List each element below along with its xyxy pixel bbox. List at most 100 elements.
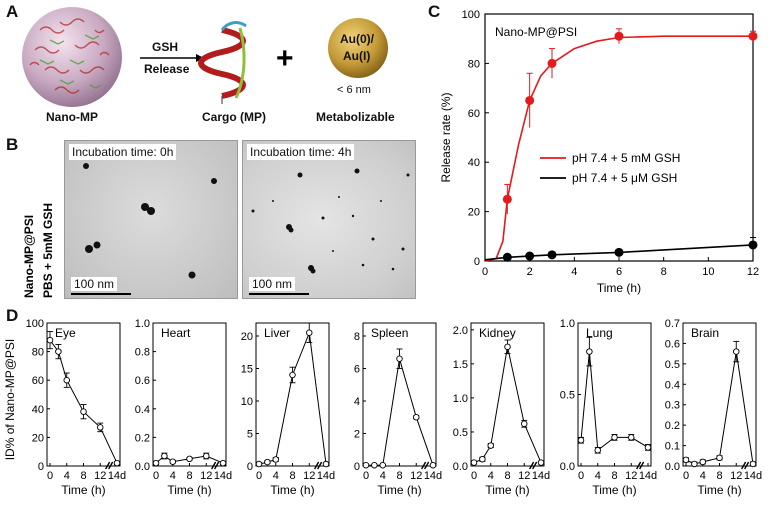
chart-d-xtick-label-3-4: 14d	[424, 470, 442, 482]
chart-d-xtick-label-6-2: 8	[716, 470, 722, 482]
chart-d-xtick-label-6-1: 4	[700, 470, 706, 482]
chart-d-point-5-2	[594, 447, 602, 454]
chart-d-point-0-4	[96, 424, 104, 431]
chart-d-line-3	[366, 358, 434, 466]
chart-d-xlabel-5: Time (h)	[592, 483, 636, 497]
chart-d-point-1-1	[161, 452, 168, 460]
chart-d-break-a-0	[105, 461, 111, 470]
side-label-line2: PBS + 5mM GSH	[41, 203, 55, 298]
chart-d-ytick-label-4-3: 1.5	[453, 359, 468, 371]
chart-d-point-0-5	[113, 459, 121, 467]
chart-d-break-b-4	[532, 461, 538, 470]
chart-d-title-6: Brain	[691, 326, 719, 340]
chart-c-point-1-3	[614, 247, 624, 257]
chart-d-ytick-label-0-4: 80	[32, 347, 44, 359]
scalebar-text-0h: 100 nm	[71, 277, 118, 291]
chart-d-point-6-2	[699, 458, 707, 466]
chart-c-ytick-label-5: 100	[462, 9, 480, 21]
chart-d-xtick-label-1-1: 4	[170, 470, 176, 482]
nano-mp-label: Nano-MP	[46, 110, 98, 124]
chart-d-point-5-5	[644, 444, 652, 451]
chart-d-xtick-label-0-4: 14d	[108, 470, 126, 482]
nano-mp-surface-green	[39, 34, 102, 89]
chart-d-point-1-4	[202, 452, 210, 460]
chart-d-xtick-label-6-3: 12	[730, 470, 742, 482]
chart-d-point-2-1	[264, 458, 271, 466]
chart-d-xtick-label-3-0: 0	[363, 470, 369, 482]
chart-d-ytick-label-1-3: 0.6	[135, 375, 150, 387]
chart-c-ytick-label-4: 80	[468, 58, 480, 70]
chart-d-point-1-3	[186, 455, 193, 463]
chart-d-xtick-label-2-1: 4	[273, 470, 279, 482]
chart-d-xtick-label-4-2: 8	[504, 470, 510, 482]
chart-d-xtick-label-0-0: 0	[47, 470, 53, 482]
release-arrow-head	[196, 54, 204, 62]
chart-d-xlabel-3: Time (h)	[377, 483, 421, 497]
chart-c-ytick-label-3: 60	[468, 108, 480, 120]
chart-d-title-1: Heart	[161, 326, 191, 340]
nano-mp-surface-pattern	[29, 18, 110, 94]
chart-d-break-a-3	[421, 461, 427, 470]
chart-d-point-6-1	[691, 460, 698, 468]
chart-d-ytick-label-3-2: 4	[354, 396, 360, 408]
release-rate-chart: 0 2 4 6 8 10 12 0 20 40 60 80 100 Time (h) Release rat…	[439, 9, 759, 295]
chart-d-xtick-label-1-3: 12	[200, 470, 212, 482]
chart-d-ytick-label-0-5: 100	[26, 318, 44, 330]
chart-d-ytick-label-6-3: 0.3	[665, 400, 680, 412]
au-label-line1: Au(0)/	[340, 32, 374, 46]
chart-d-xtick-label-4-4: 14d	[532, 470, 550, 482]
chart-c-xtick-label-0: 0	[482, 266, 488, 278]
chart-d-ytick-label-6-7: 0.7	[665, 318, 680, 330]
chart-d-break-a-1	[211, 461, 217, 470]
chart-d-point-1-0	[152, 459, 160, 467]
chart-c-ytick-label-0: 0	[474, 256, 480, 268]
chart-d-ytick-label-5-2: 1.0	[560, 318, 575, 330]
chart-d-point-4-3	[504, 343, 511, 351]
chart-d-line-5	[580, 351, 649, 452]
chart-d-point-5-0	[577, 437, 585, 444]
chart-d-ytick-label-5-0: 0.0	[560, 461, 575, 473]
chart-d-point-1-5	[219, 459, 227, 467]
arrow-label-gsh: GSH	[152, 40, 179, 54]
scalebar-line-4h	[249, 293, 309, 295]
chart-d-point-5-3	[611, 434, 618, 441]
chart-d-break-b-2	[317, 461, 323, 470]
chart-d-frame-2	[255, 322, 330, 467]
chart-c-point-0-2	[547, 58, 557, 68]
chart-d-xtick-label-4-1: 4	[488, 470, 494, 482]
chart-c-point-1-4	[748, 240, 758, 250]
chart-d-ylabel: ID% of Nano-MP@PSI	[3, 339, 17, 461]
chart-d-ytick-label-3-3: 6	[354, 364, 360, 376]
chart-d-point-4-0	[470, 459, 478, 466]
chart-d-point-3-4	[413, 413, 420, 421]
chart-d-xtick-label-1-2: 8	[186, 470, 192, 482]
tem-image-4h: Incubation time: 4h 100 nm	[242, 140, 416, 299]
panel-label-d: D	[6, 306, 19, 325]
chart-c-point-1-1	[525, 251, 535, 261]
chart-d-break-b-6	[744, 461, 750, 470]
chart-d-ytick-label-6-6: 0.6	[665, 338, 680, 350]
chart-d-point-1-2	[169, 458, 176, 465]
chart-d-point-2-3	[289, 371, 296, 379]
chart-c-point-0-4	[748, 31, 758, 41]
chart-d-xtick-label-3-3: 12	[410, 470, 422, 482]
chart-d-point-0-3	[80, 408, 87, 415]
chart-d-break-b-3	[424, 461, 430, 470]
tem-image-0h: Incubation time: 0h 100 nm	[64, 140, 238, 299]
side-label-line1: Nano-MP@PSI	[22, 215, 36, 298]
chart-d-point-3-3	[396, 355, 403, 363]
chart-d-point-0-2	[63, 376, 71, 384]
tem-label-4h: Incubation time: 4h	[247, 144, 355, 160]
chart-d-ytick-label-2-2: 10	[241, 396, 253, 408]
chart-d-xtick-label-4-3: 12	[518, 470, 530, 482]
chart-d-ytick-label-0-1: 20	[32, 432, 44, 444]
chart-d-break-b-0	[108, 461, 114, 470]
chart-d-xtick-label-2-4: 14d	[317, 470, 335, 482]
chart-d-xtick-label-5-3: 12	[625, 470, 637, 482]
panel-label-a: A	[6, 2, 19, 21]
chart-d-title-0: Eye	[55, 326, 76, 340]
chart-d-ytick-label-5-1: 0.5	[560, 390, 575, 402]
chart-d-xlabel-1: Time (h)	[167, 483, 211, 497]
chart-c-legend-label-1: pH 7.4 + 5 μM GSH	[572, 171, 677, 185]
chart-d-xtick-label-6-0: 0	[683, 470, 689, 482]
